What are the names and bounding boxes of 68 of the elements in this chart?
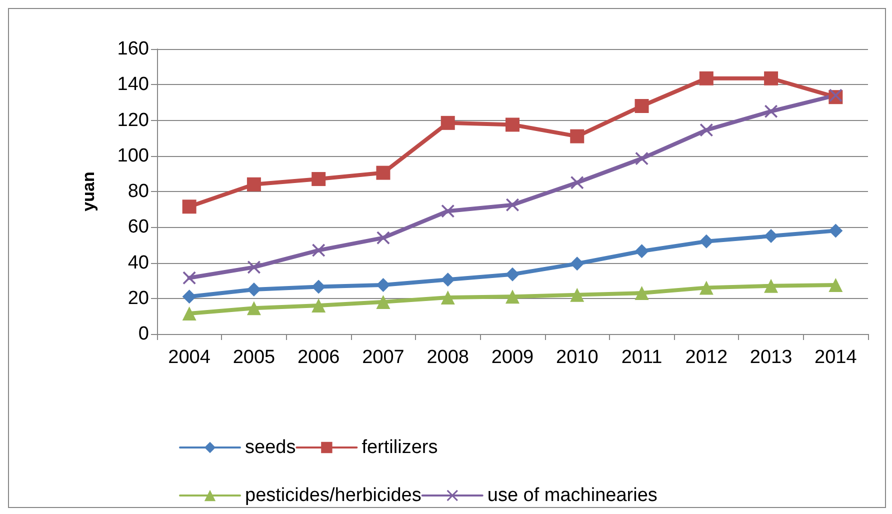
point xyxy=(635,152,648,166)
y-tick-label: 80 xyxy=(128,181,149,202)
point xyxy=(828,224,843,238)
point xyxy=(312,244,326,257)
point xyxy=(247,260,260,274)
point xyxy=(506,267,520,282)
y-axis-title: yuan xyxy=(79,172,98,212)
point xyxy=(699,234,714,248)
point xyxy=(440,290,455,304)
point xyxy=(312,172,326,186)
point xyxy=(506,118,520,132)
point xyxy=(506,290,520,304)
point xyxy=(764,104,778,118)
point xyxy=(570,288,584,302)
point xyxy=(312,280,326,294)
point xyxy=(570,256,584,271)
point xyxy=(764,278,778,293)
point xyxy=(182,290,196,304)
point xyxy=(441,204,454,218)
point xyxy=(634,99,649,113)
y-tick-label: 140 xyxy=(117,74,149,96)
point xyxy=(246,282,261,296)
point xyxy=(246,177,261,192)
point xyxy=(376,166,390,180)
point xyxy=(440,272,455,287)
point xyxy=(764,229,778,244)
x-tick-label: 2011 xyxy=(621,347,662,368)
legend-label: seeds xyxy=(245,437,296,458)
y-tick-label: 0 xyxy=(138,324,149,344)
legend-label: pesticides/herbicides xyxy=(245,485,422,506)
point xyxy=(828,278,843,292)
x-tick-label: 2014 xyxy=(814,347,858,368)
y-tick-label: 20 xyxy=(128,288,149,309)
point xyxy=(376,294,390,309)
point xyxy=(312,298,326,312)
point xyxy=(182,200,196,214)
x-tick-label: 2009 xyxy=(491,347,534,368)
y-tick-label: 100 xyxy=(117,145,149,166)
point xyxy=(699,71,714,86)
x-tick-label: 2006 xyxy=(297,347,340,368)
point xyxy=(376,231,390,244)
point xyxy=(440,116,455,130)
legend-label: fertilizers xyxy=(362,437,438,458)
point xyxy=(570,129,584,144)
point xyxy=(634,286,649,300)
x-tick-label: 2004 xyxy=(168,347,211,368)
point xyxy=(829,88,842,102)
legend-label: use of machinearies xyxy=(487,485,658,506)
point xyxy=(764,71,778,86)
y-tick-label: 60 xyxy=(128,216,149,238)
point xyxy=(182,271,196,284)
point xyxy=(506,198,519,212)
x-tick-label: 2005 xyxy=(232,347,276,368)
y-tick-label: 160 xyxy=(117,38,149,60)
point xyxy=(700,124,713,137)
x-tick-label: 2013 xyxy=(750,347,792,368)
point xyxy=(699,280,714,295)
point xyxy=(570,176,584,190)
point xyxy=(182,306,196,321)
y-tick-label: 40 xyxy=(128,252,149,274)
point xyxy=(376,278,390,292)
point xyxy=(634,244,649,258)
x-tick-label: 2010 xyxy=(556,347,598,368)
point xyxy=(246,301,261,316)
y-tick-label: 120 xyxy=(117,110,149,131)
x-tick-label: 2008 xyxy=(426,347,470,368)
x-tick-label: 2007 xyxy=(362,347,404,368)
x-tick-label: 2012 xyxy=(685,347,728,368)
